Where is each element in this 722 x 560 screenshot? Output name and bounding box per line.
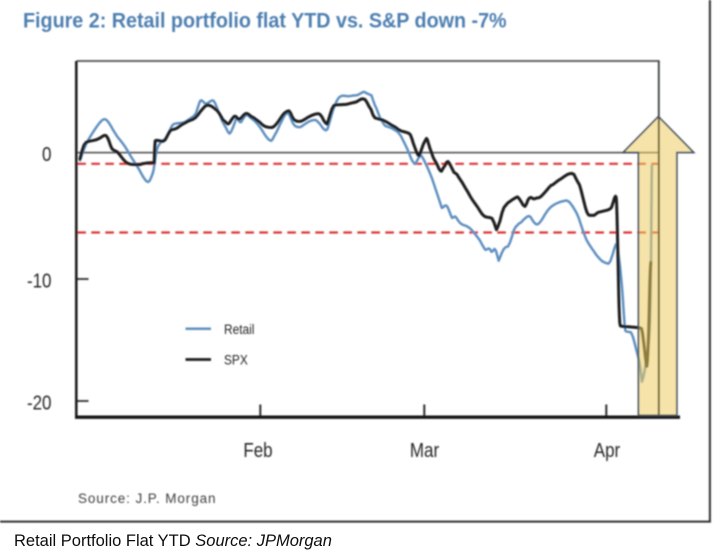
svg-text:Source: J.P. Morgan: Source: J.P. Morgan [78,491,216,506]
svg-text:Mar: Mar [410,439,439,462]
svg-text:Retail Portfolio Flat YTD Sour: Retail Portfolio Flat YTD Source: JPMorg… [14,532,332,550]
svg-text:Figure 2: Retail portfolio fla: Figure 2: Retail portfolio flat YTD vs. … [23,10,507,33]
svg-text:Retail: Retail [224,321,255,337]
svg-text:-20: -20 [27,391,52,414]
svg-text:SPX: SPX [224,352,248,368]
svg-text:Feb: Feb [243,439,272,462]
svg-text:-10: -10 [27,269,52,292]
svg-text:0: 0 [42,143,51,166]
svg-text:Apr: Apr [594,439,620,462]
